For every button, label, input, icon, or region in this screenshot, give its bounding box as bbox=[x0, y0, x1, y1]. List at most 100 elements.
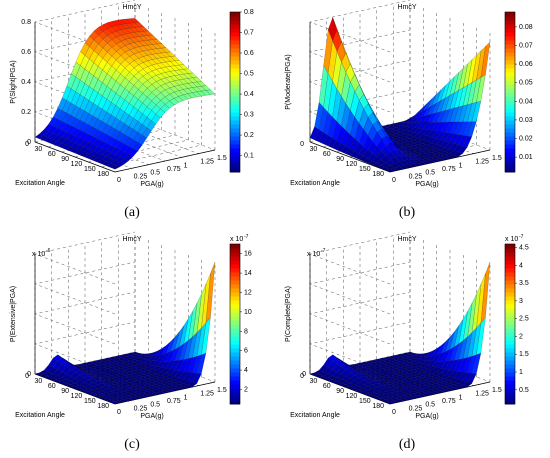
colorbar-step bbox=[505, 12, 515, 17]
angle-tick-label: 30 bbox=[35, 146, 43, 153]
colorbar-step bbox=[230, 16, 240, 21]
pga-axis-label: PGA(g) bbox=[140, 413, 163, 420]
colorbar-step bbox=[505, 148, 515, 153]
pga-tick-label: 1.5 bbox=[492, 387, 502, 394]
colorbar-step bbox=[230, 168, 240, 173]
z-tick-label: 0 bbox=[27, 139, 31, 146]
colorbar-step bbox=[505, 96, 515, 101]
colorbar-step bbox=[505, 364, 515, 369]
colorbar-step bbox=[230, 104, 240, 109]
z-tick-label: 0 bbox=[27, 371, 31, 378]
colorbar-step bbox=[505, 168, 515, 173]
colorbar-step bbox=[230, 276, 240, 281]
colorbar-step bbox=[505, 84, 515, 89]
colorbar-tick-label: 0.2 bbox=[244, 132, 254, 139]
pga-tick-label: 1.25 bbox=[200, 391, 214, 398]
colorbar-step bbox=[505, 372, 515, 377]
colorbar-frame bbox=[229, 11, 241, 173]
colorbar-step bbox=[230, 272, 240, 277]
colorbar-step bbox=[230, 324, 240, 329]
colorbar-tick-label: 0.01 bbox=[519, 154, 533, 161]
chart-title: HmcY bbox=[397, 236, 416, 243]
pga-tick-label: 0 bbox=[117, 409, 121, 416]
surface-patch bbox=[205, 261, 216, 324]
colorbar-step bbox=[505, 316, 515, 321]
colorbar-tick-label: 14 bbox=[244, 270, 252, 277]
colorbar-step bbox=[505, 384, 515, 389]
z-tick-label: 0.6 bbox=[21, 49, 31, 56]
colorbar-step bbox=[230, 288, 240, 293]
pga-tick-label: 0.75 bbox=[442, 166, 456, 173]
colorbar-step bbox=[505, 348, 515, 353]
z-multiplier: x 10 bbox=[32, 251, 45, 258]
colorbar-step bbox=[230, 152, 240, 157]
colorbar-step bbox=[230, 108, 240, 113]
colorbar-step bbox=[505, 48, 515, 53]
colorbar-step bbox=[230, 68, 240, 73]
angle-tick-label: 60 bbox=[323, 151, 331, 158]
angle-tick-label: 30 bbox=[35, 378, 43, 385]
colorbar-step bbox=[230, 380, 240, 385]
colorbar-step bbox=[505, 268, 515, 273]
colorbar-step bbox=[230, 300, 240, 305]
surface-patch bbox=[205, 89, 216, 95]
colorbar-tick-label: 12 bbox=[244, 289, 252, 296]
colorbar-step bbox=[505, 140, 515, 145]
colorbar-step bbox=[230, 92, 240, 97]
colorbar-step bbox=[505, 324, 515, 329]
z-axis-label: P(Complete|PGA) bbox=[285, 286, 292, 342]
angle-tick-label: 150 bbox=[359, 398, 371, 405]
angle-tick-label: 180 bbox=[97, 403, 109, 410]
pga-tick-label: 0.25 bbox=[134, 173, 148, 180]
colorbar-step bbox=[230, 264, 240, 269]
colorbar-step bbox=[505, 352, 515, 357]
pga-tick-label: 0.25 bbox=[409, 173, 423, 180]
angle-tick-label: 150 bbox=[84, 166, 96, 173]
colorbar-tick-label: 0.08 bbox=[519, 24, 533, 31]
colorbar-step bbox=[505, 244, 515, 249]
colorbar-step bbox=[230, 140, 240, 145]
pga-tick-label: 0.5 bbox=[150, 170, 160, 177]
colorbar-step bbox=[505, 76, 515, 81]
colorbar-step bbox=[505, 160, 515, 165]
colorbar-step bbox=[505, 52, 515, 57]
z-tick-label: 0 bbox=[302, 371, 306, 378]
angle-axis bbox=[34, 141, 116, 173]
surface bbox=[34, 261, 216, 405]
pga-tick-label: 0.75 bbox=[167, 166, 181, 173]
pga-tick-label: 0 bbox=[392, 409, 396, 416]
colorbar-step bbox=[230, 312, 240, 317]
angle-tick-label: 60 bbox=[48, 383, 56, 390]
colorbar-multiplier: x 10 bbox=[230, 236, 243, 243]
pga-tick-label: 0.25 bbox=[134, 405, 148, 412]
colorbar-step bbox=[230, 384, 240, 389]
z-tick-label: 0.4 bbox=[21, 79, 31, 86]
colorbar-step bbox=[230, 320, 240, 325]
angle-tick-label: 30 bbox=[310, 378, 318, 385]
pga-tick-label: 0.5 bbox=[150, 402, 160, 409]
colorbar-step bbox=[505, 276, 515, 281]
angle-tick-label: 120 bbox=[346, 161, 358, 168]
z-axis-label: P(Moderate|PGA) bbox=[285, 54, 292, 110]
colorbar-step bbox=[505, 288, 515, 293]
colorbar-step bbox=[505, 40, 515, 45]
angle-tick-label: 120 bbox=[71, 393, 83, 400]
pga-tick-label: 1 bbox=[184, 162, 188, 169]
colorbar-step bbox=[505, 136, 515, 141]
angle-tick-label: 90 bbox=[61, 388, 69, 395]
colorbar-tick-label: 0.4 bbox=[244, 91, 254, 98]
colorbar-step bbox=[230, 96, 240, 101]
pga-tick-label: 0.5 bbox=[425, 402, 435, 409]
colorbar-step bbox=[505, 60, 515, 65]
angle-tick-label: 90 bbox=[61, 156, 69, 163]
surface bbox=[309, 261, 491, 405]
angle-tick-label: 180 bbox=[97, 171, 109, 178]
colorbar-step bbox=[230, 56, 240, 61]
pga-tick-label: 1 bbox=[184, 394, 188, 401]
colorbar-tick-label: 0.7 bbox=[244, 30, 254, 37]
colorbar-step bbox=[505, 108, 515, 113]
z-tick-label: 0.8 bbox=[21, 19, 31, 26]
